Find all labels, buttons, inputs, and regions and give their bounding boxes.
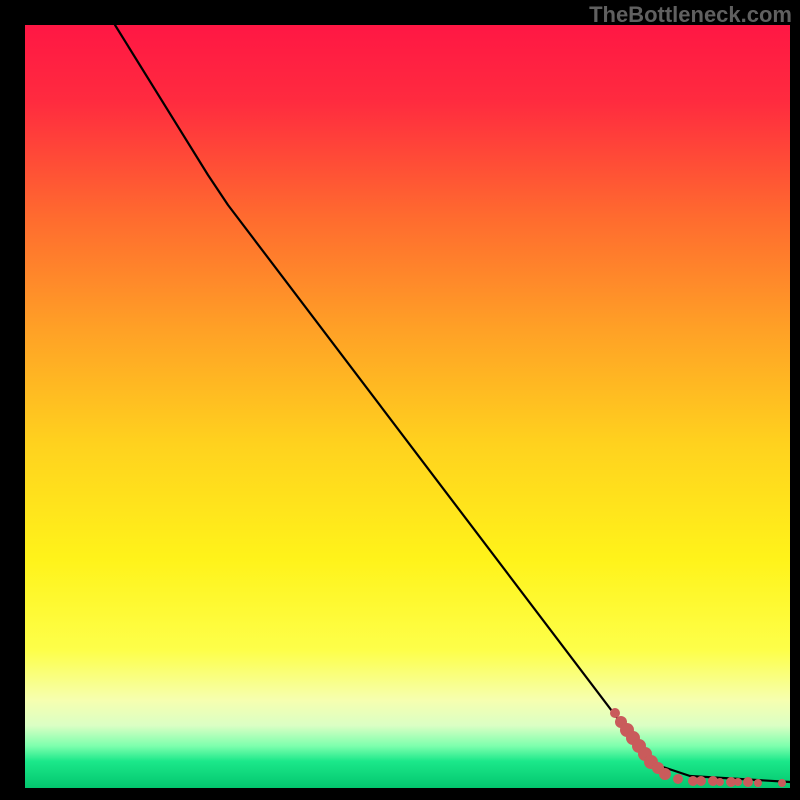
data-point [743, 777, 753, 787]
data-point [659, 768, 671, 780]
watermark-text: TheBottleneck.com [589, 2, 792, 28]
data-point [734, 778, 742, 786]
data-point [716, 778, 724, 786]
plot-background [25, 25, 790, 788]
data-point [610, 708, 620, 718]
data-point [754, 779, 762, 787]
chart-container: TheBottleneck.com [0, 0, 800, 800]
data-point [673, 774, 683, 784]
data-point [778, 779, 786, 787]
data-point [696, 776, 706, 786]
chart-svg [0, 0, 800, 800]
